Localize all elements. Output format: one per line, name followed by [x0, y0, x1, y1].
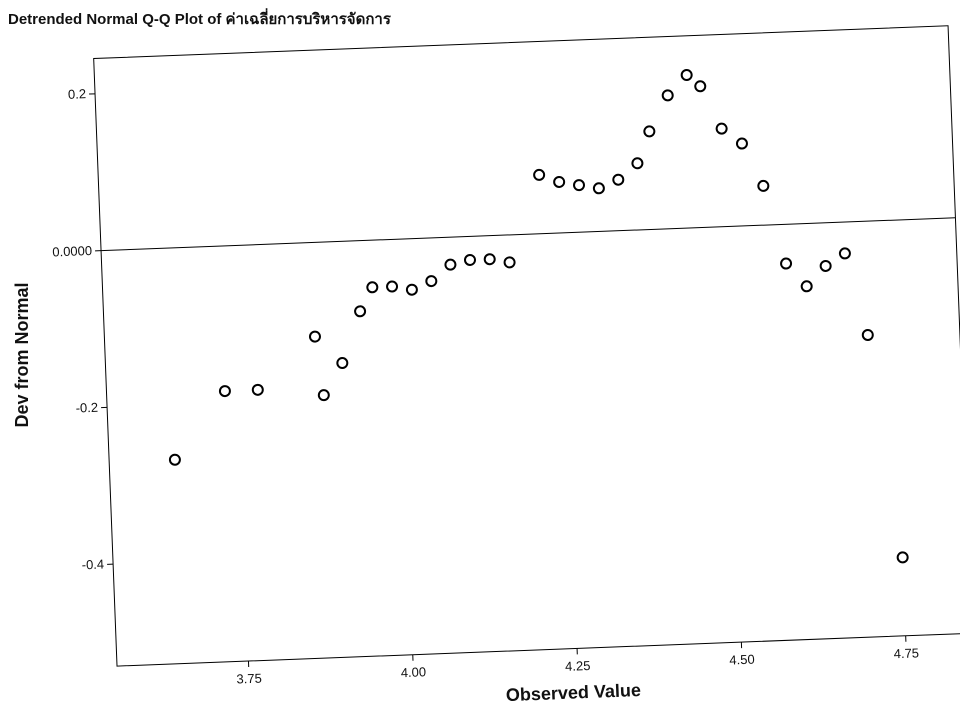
data-point — [218, 385, 231, 398]
data-point — [425, 275, 438, 288]
x-tick-label: 4.75 — [893, 645, 919, 661]
data-point — [780, 257, 793, 270]
data-point — [612, 173, 625, 186]
x-tick-label: 4.00 — [401, 664, 427, 680]
data-point — [386, 280, 399, 293]
data-point — [553, 175, 566, 188]
y-axis-title: Dev from Normal — [12, 282, 32, 427]
data-point — [735, 137, 748, 150]
data-point — [631, 157, 644, 170]
data-point — [643, 125, 656, 138]
x-tick-label: 4.50 — [729, 652, 755, 668]
data-point — [354, 305, 367, 318]
data-point — [592, 182, 605, 195]
data-points — [168, 69, 909, 564]
data-point — [444, 258, 457, 271]
plot-area: 0.2 0.0000 -0.2 -0.4 3.75 4.00 4.25 4.50 4.75 O… — [52, 25, 960, 705]
data-point — [317, 389, 330, 402]
data-point — [463, 253, 476, 266]
data-point — [533, 168, 546, 181]
x-axis-title: Observed Value — [506, 680, 642, 705]
data-point — [336, 357, 349, 370]
data-point — [838, 247, 851, 260]
data-point — [715, 122, 728, 135]
data-point — [757, 179, 770, 192]
data-point — [251, 383, 264, 396]
data-point — [661, 89, 674, 102]
data-point — [680, 69, 693, 82]
y-tick-label: 0.2 — [68, 86, 87, 102]
data-point — [800, 280, 813, 293]
data-point — [861, 328, 874, 341]
zero-reference-line — [101, 217, 956, 252]
reference-line-layer — [101, 217, 956, 252]
x-tick-label: 4.25 — [565, 658, 591, 674]
data-point — [503, 256, 516, 269]
x-tick-label: 3.75 — [236, 671, 262, 687]
data-point — [573, 179, 586, 192]
data-point — [405, 283, 418, 296]
data-point — [168, 453, 181, 466]
y-tick-label: 0.0000 — [52, 243, 92, 260]
y-tick-label: -0.4 — [81, 557, 104, 573]
y-tick-label: -0.2 — [75, 400, 98, 416]
data-point — [896, 551, 909, 564]
data-point — [483, 253, 496, 266]
data-point — [694, 80, 707, 93]
data-point — [366, 281, 379, 294]
data-point — [308, 330, 321, 343]
plot-frame — [93, 25, 960, 667]
y-axis-ticks: 0.2 0.0000 -0.2 -0.4 — [52, 86, 114, 573]
x-axis-ticks: 3.75 4.00 4.25 4.50 4.75 — [236, 635, 919, 687]
data-point — [819, 259, 832, 272]
chart-title: Detrended Normal Q-Q Plot of ค่าเฉลี่ยกา… — [8, 8, 392, 28]
